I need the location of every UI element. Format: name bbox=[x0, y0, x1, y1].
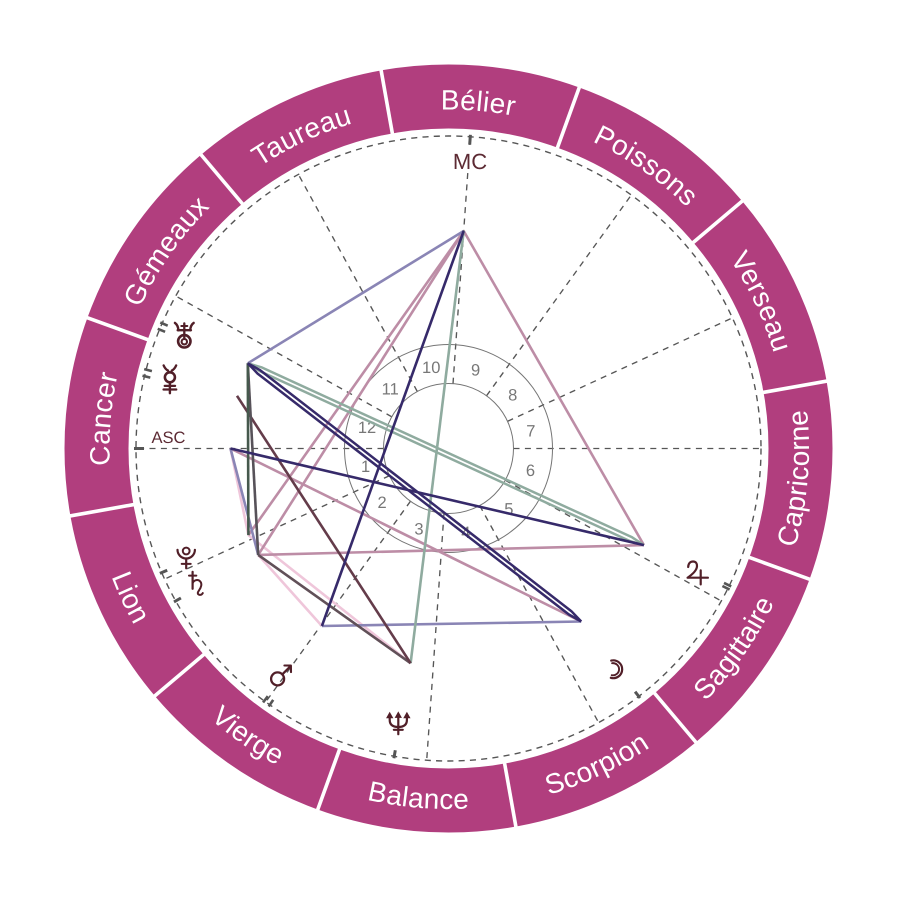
svg-text:5: 5 bbox=[504, 501, 513, 519]
svg-text:9: 9 bbox=[471, 362, 480, 380]
svg-text:11: 11 bbox=[382, 380, 399, 398]
svg-text:ASC: ASC bbox=[152, 429, 186, 447]
svg-text:6: 6 bbox=[526, 462, 535, 480]
svg-text:8: 8 bbox=[508, 387, 517, 405]
svg-text:7: 7 bbox=[526, 422, 535, 440]
svg-text:3: 3 bbox=[414, 521, 423, 539]
svg-text:10: 10 bbox=[422, 359, 440, 377]
svg-text:1: 1 bbox=[361, 458, 370, 476]
svg-text:12: 12 bbox=[358, 419, 376, 437]
svg-text:MC: MC bbox=[453, 149, 487, 174]
svg-text:2: 2 bbox=[378, 494, 387, 512]
svg-text:Bélier: Bélier bbox=[441, 84, 519, 121]
svg-text:4: 4 bbox=[461, 524, 470, 542]
